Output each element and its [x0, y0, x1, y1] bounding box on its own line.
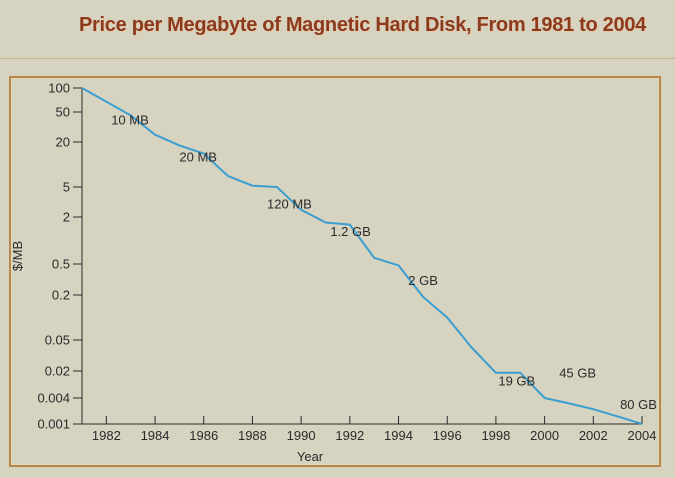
capacity-annotation: 120 MB: [267, 196, 312, 211]
chart-frame: [9, 76, 661, 467]
y-ticks: 0.001 0.004 0.02 0.05 0.2 0.5 2 5 20 50 100: [37, 81, 82, 432]
y-axis-title: $/MB: [10, 241, 25, 271]
y-tick-label: 5: [63, 180, 70, 195]
x-tick-label: 2000: [530, 428, 559, 443]
x-tick-label: 2004: [628, 428, 657, 443]
x-ticks: 1982 1984 1986 1988 1990 1992 1994 1996 1998 2000…: [92, 416, 657, 443]
slide-title: Price per Megabyte of Magnetic Hard Disk…: [79, 14, 646, 36]
y-tick-label: 0.5: [52, 257, 70, 272]
x-tick-label: 1984: [141, 428, 170, 443]
y-tick-label: 0.004: [37, 391, 70, 406]
y-tick-label: 50: [56, 105, 70, 120]
y-tick-label: 100: [48, 81, 70, 96]
x-tick-label: 1990: [287, 428, 316, 443]
x-tick-label: 1982: [92, 428, 121, 443]
x-tick-label: 1986: [189, 428, 218, 443]
x-tick-label: 1994: [384, 428, 413, 443]
capacity-annotation: 1.2 GB: [330, 224, 370, 239]
capacity-annotations: 10 MB 20 MB 120 MB 1.2 GB 2 GB 19 GB 45 GB 80 G…: [111, 113, 657, 413]
capacity-annotation: 19 GB: [498, 373, 535, 388]
x-tick-label: 1988: [238, 428, 267, 443]
x-tick-label: 1998: [481, 428, 510, 443]
x-tick-label: 1992: [335, 428, 364, 443]
x-axis-title: Year: [297, 449, 324, 464]
x-tick-label: 1996: [433, 428, 462, 443]
y-tick-label: 0.001: [37, 417, 70, 432]
title-divider: [0, 58, 675, 59]
price-line: [81, 87, 643, 425]
x-tick-label: 2002: [579, 428, 608, 443]
y-tick-label: 0.02: [45, 364, 70, 379]
capacity-annotation: 45 GB: [559, 366, 596, 381]
capacity-annotation: 10 MB: [111, 113, 149, 128]
y-tick-label: 2: [63, 210, 70, 225]
y-tick-label: 20: [56, 135, 70, 150]
capacity-annotation: 80 GB: [620, 397, 657, 412]
y-tick-label: 0.2: [52, 288, 70, 303]
capacity-annotation: 20 MB: [179, 149, 217, 164]
capacity-annotation: 2 GB: [408, 273, 438, 288]
y-tick-label: 0.05: [45, 333, 70, 348]
chart-axes: [81, 88, 642, 425]
